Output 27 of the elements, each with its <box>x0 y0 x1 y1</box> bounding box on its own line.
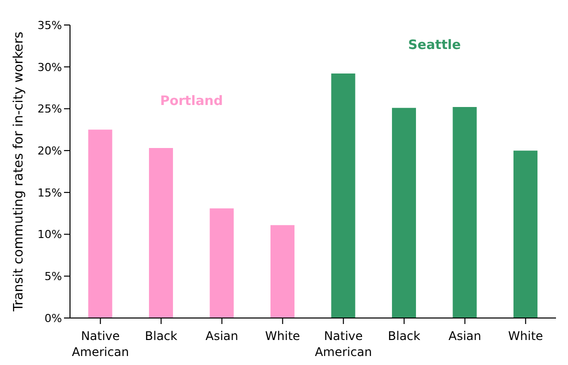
y-tick-label: 35% <box>38 18 62 32</box>
text: Seattle <box>407 38 462 53</box>
x-tick-label: White <box>508 329 544 343</box>
x-tick-label: Native American <box>72 329 129 359</box>
y-tick-label: 0% <box>44 312 62 325</box>
bar <box>88 130 112 318</box>
bar <box>513 150 538 318</box>
y-tick-label: 15% <box>38 186 62 200</box>
y-tick-label: 20% <box>38 144 62 158</box>
bar <box>210 208 234 318</box>
y-tick-label: 10% <box>38 228 62 242</box>
y-axis-title: Transit commuting rates for in-city workers <box>12 31 27 312</box>
y-tick-label: 5% <box>44 270 62 284</box>
x-tick-label: Native American <box>314 329 372 359</box>
bar <box>452 107 477 318</box>
text: Portland <box>159 94 224 109</box>
bar <box>392 108 416 318</box>
bar <box>148 148 173 318</box>
x-tick-label: Asian <box>448 329 482 343</box>
y-tick-label: 25% <box>38 102 62 116</box>
bar <box>270 225 294 318</box>
x-tick-label: Asian <box>205 329 238 343</box>
bar <box>331 74 356 318</box>
x-tick-label: Black <box>388 329 420 343</box>
x-tick-label: White <box>265 329 300 343</box>
y-tick-label: 30% <box>38 60 62 74</box>
x-tick-label: Black <box>144 329 178 343</box>
